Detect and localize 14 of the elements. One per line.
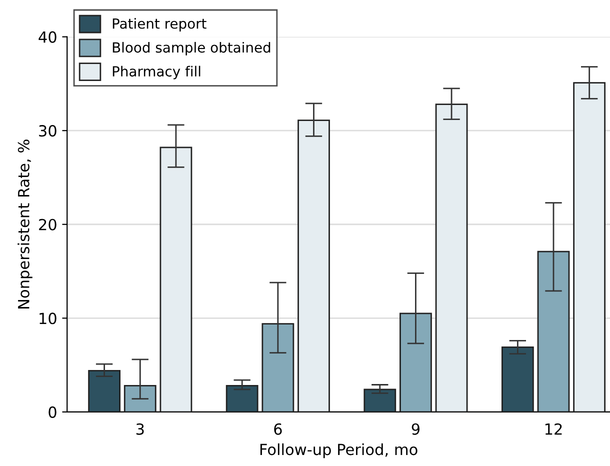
x-tick-label: 12 [545,423,562,435]
legend-label: Blood sample obtained [112,42,270,56]
y-tick-label: 0 [48,406,56,418]
y-tick-label: 30 [39,125,56,137]
legend-label: Pharmacy fill [112,66,200,80]
x-tick-label: 3 [136,423,144,435]
y-axis-title: Nonpersistent Rate, % [18,140,32,308]
y-tick-label: 40 [38,31,56,43]
x-tick-label: 9 [412,423,420,435]
x-tick-label: 6 [274,423,282,435]
legend-label: Patient report [112,18,206,32]
y-tick-label: 10 [40,312,56,324]
x-axis-title: Follow-up Period, mo [260,443,418,458]
y-tick-label: 20 [39,218,56,230]
